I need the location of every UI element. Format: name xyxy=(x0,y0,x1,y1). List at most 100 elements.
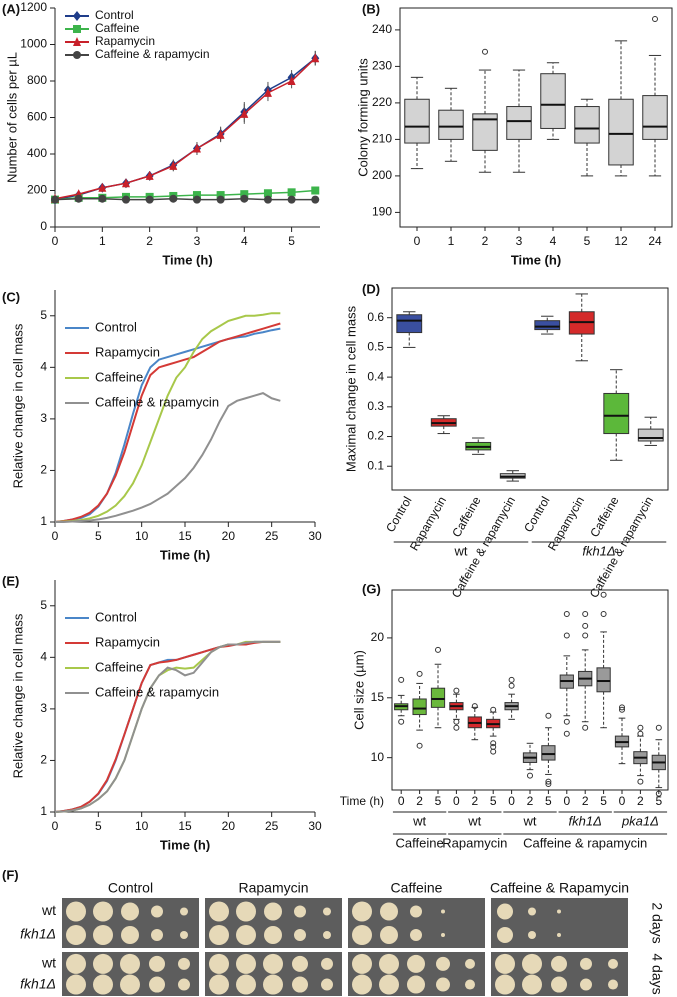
colony-spot xyxy=(557,933,561,937)
point xyxy=(311,195,320,204)
colony-spot xyxy=(352,974,372,995)
box xyxy=(596,667,611,693)
point xyxy=(51,195,59,204)
y-axis-label: Relative change in cell mass xyxy=(10,613,25,778)
point xyxy=(311,53,320,63)
colony-spot xyxy=(410,929,422,941)
group-label: wt xyxy=(523,813,537,828)
outlier xyxy=(563,718,570,725)
y-tick-label: 3 xyxy=(40,411,47,425)
y-tick-label: 0.4 xyxy=(367,369,384,383)
colony-spot xyxy=(149,976,165,993)
y-tick-label: 190 xyxy=(372,205,392,219)
group-label: Caffeine xyxy=(396,835,444,850)
outlier xyxy=(582,622,589,629)
colony-spot xyxy=(292,955,308,972)
colony-spot xyxy=(497,927,513,943)
x-tick-label: 20 xyxy=(222,529,236,543)
x-tick-label: 0 xyxy=(414,234,421,248)
box xyxy=(540,73,566,129)
colony-spot xyxy=(209,974,229,995)
outlier xyxy=(545,778,552,785)
outlier xyxy=(545,781,552,788)
panel-label: (A) xyxy=(2,1,20,16)
x-tick-label: Control xyxy=(383,494,414,535)
row-label: wt xyxy=(41,902,56,918)
panel-label: (B) xyxy=(362,1,380,16)
series-line xyxy=(55,392,281,523)
group-label: pka1Δ xyxy=(621,813,659,828)
outlier xyxy=(563,632,570,639)
colony-spot xyxy=(352,901,372,922)
outlier xyxy=(416,670,423,677)
outlier xyxy=(398,676,405,683)
x-tick-label: 5 xyxy=(655,794,662,808)
outlier xyxy=(582,610,589,617)
outlier xyxy=(637,778,644,785)
point xyxy=(192,191,201,200)
y-tick-label: 1200 xyxy=(20,0,47,14)
x-tick-label: 5 xyxy=(600,794,607,808)
x-tick-label: 12 xyxy=(614,234,628,248)
outlier xyxy=(655,724,662,731)
group-label: wt xyxy=(412,813,426,828)
outlier xyxy=(582,632,589,639)
column-label: Control xyxy=(108,880,153,896)
series-line xyxy=(54,327,281,523)
y-tick-label: 4 xyxy=(40,650,47,664)
y-tick-label: 220 xyxy=(372,95,392,109)
point xyxy=(263,87,272,97)
series-line xyxy=(54,197,316,201)
colony-spot xyxy=(608,958,618,969)
outlier xyxy=(490,706,497,713)
outlier xyxy=(563,610,570,617)
outlier xyxy=(453,718,460,725)
panel-label: (C) xyxy=(2,289,20,304)
colony-spot xyxy=(151,905,163,918)
colony-spot xyxy=(294,929,306,941)
column-label: Caffeine xyxy=(391,880,443,896)
x-tick-label: 5 xyxy=(95,529,102,543)
point xyxy=(98,194,107,203)
x-tick-label: 0 xyxy=(619,794,626,808)
x-axis-label: Time (h) xyxy=(162,252,212,267)
colony-spot xyxy=(149,955,165,972)
legend-label: Control xyxy=(95,319,137,334)
colony-spot xyxy=(93,974,113,995)
y-tick-label: 2 xyxy=(40,463,47,477)
colony-spot xyxy=(121,926,139,944)
point xyxy=(73,25,81,33)
outlier xyxy=(527,772,533,779)
colony-spot xyxy=(236,953,256,974)
x-tick-label: 0 xyxy=(398,794,405,808)
colony-spot xyxy=(441,909,445,914)
colony-spot xyxy=(66,974,86,995)
colony-spot xyxy=(93,925,113,945)
x-tick-label: 15 xyxy=(178,529,192,543)
outlier xyxy=(416,742,423,749)
x-tick-label: 5 xyxy=(435,794,442,808)
x-tick-label: 2 xyxy=(146,234,153,248)
y-tick-label: 4 xyxy=(40,360,47,374)
y-tick-label: 15 xyxy=(371,690,385,704)
x-tick-label: 3 xyxy=(194,234,201,248)
legend-label: Caffeine & rapamycin xyxy=(95,394,219,409)
x-tick-label: 4 xyxy=(550,234,557,248)
colony-spot xyxy=(66,953,86,974)
y-tick-label: 1 xyxy=(40,514,47,528)
colony-spot xyxy=(209,953,229,974)
colony-spot xyxy=(121,902,139,921)
colony-spot xyxy=(352,925,372,945)
column-label: Rapamycin xyxy=(238,880,308,896)
y-tick-label: 5 xyxy=(40,308,47,322)
row-label: fkh1Δ xyxy=(20,975,56,991)
period-label: 4 days xyxy=(649,953,665,994)
x-tick-label: 2 xyxy=(582,794,589,808)
group-label: wt xyxy=(467,813,481,828)
y-tick-label: 0 xyxy=(40,219,47,233)
outlier xyxy=(637,730,644,737)
y-tick-label: 0.6 xyxy=(367,310,384,324)
colony-spot xyxy=(292,976,308,993)
x-tick-label: 25 xyxy=(265,819,279,833)
x-axis-label: Time (h) xyxy=(511,252,561,267)
